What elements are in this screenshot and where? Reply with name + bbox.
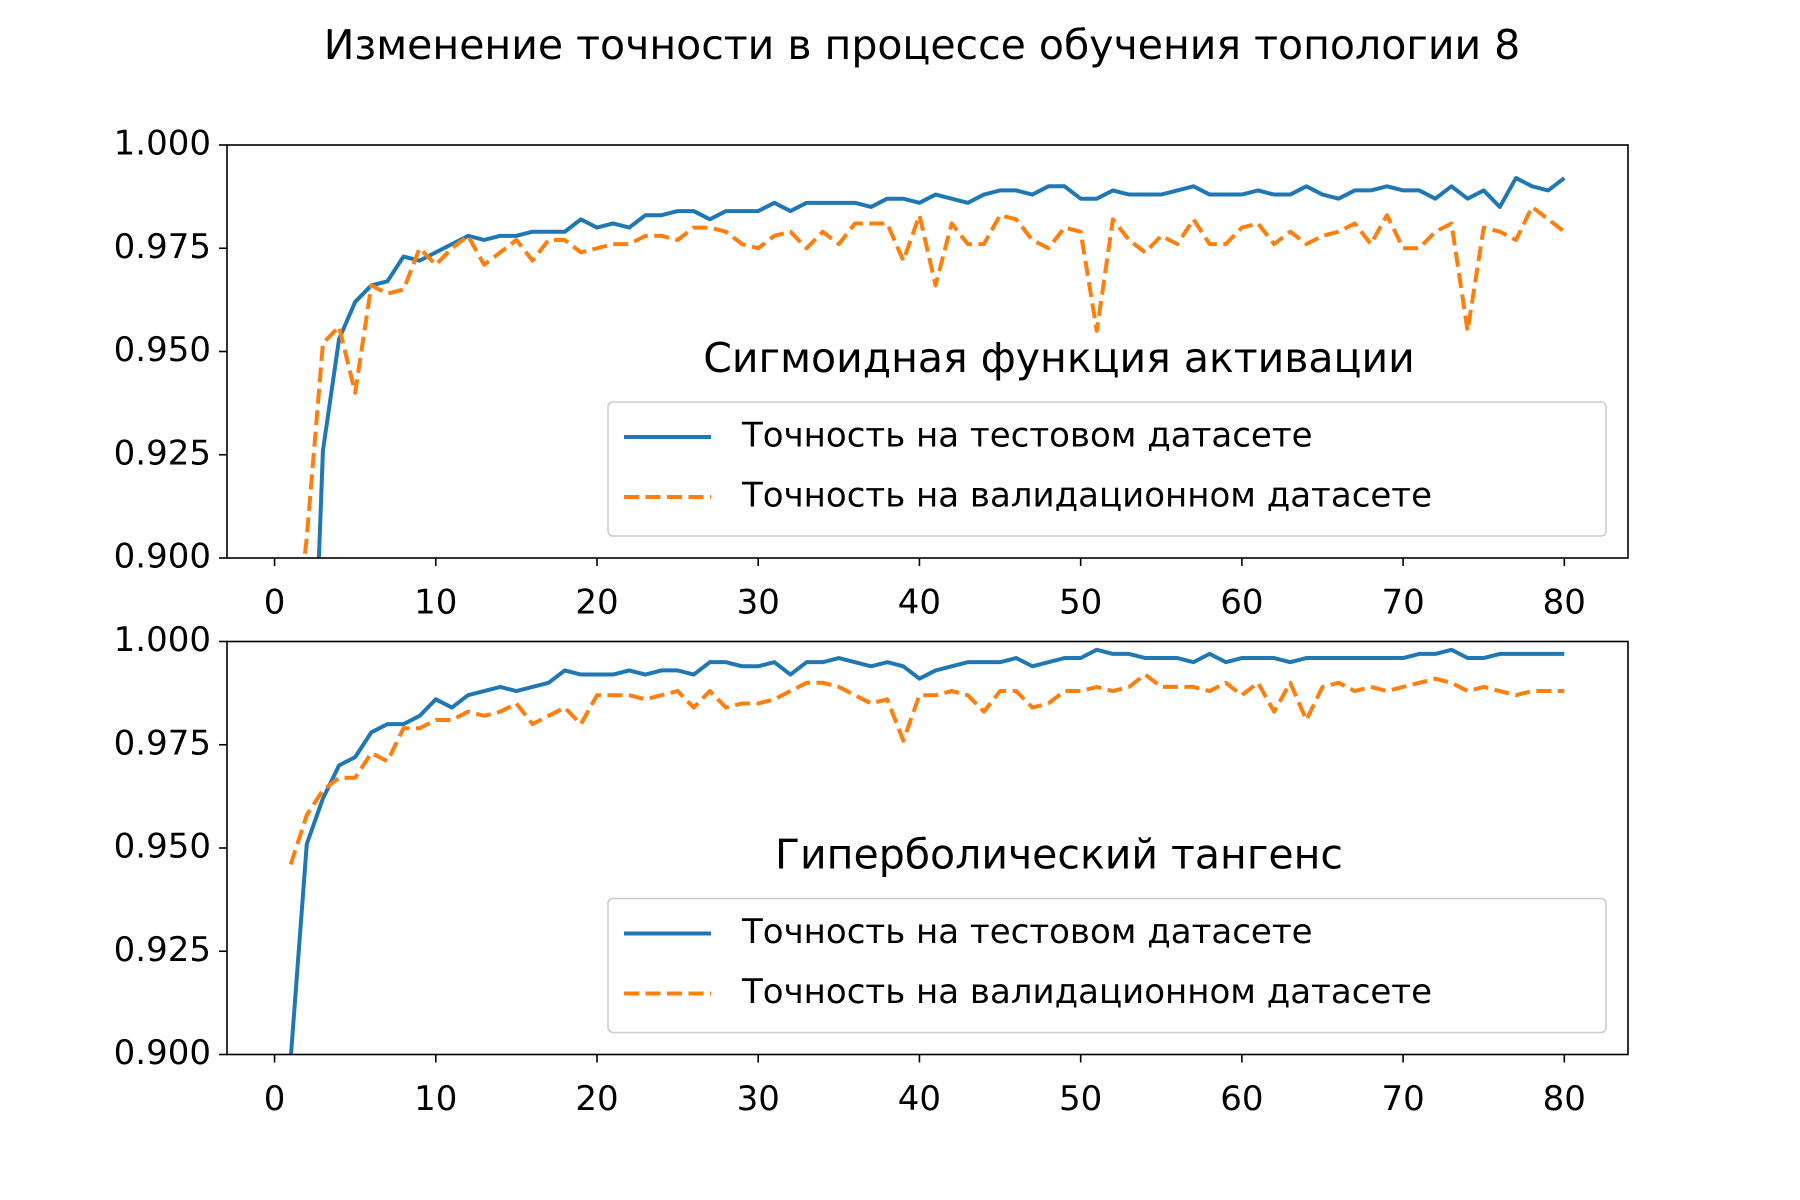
- x-tick-label: 70: [1381, 583, 1424, 623]
- x-tick-label: 60: [1220, 1079, 1263, 1119]
- x-tick-label: 0: [264, 583, 286, 623]
- y-tick-label: 0.950: [114, 827, 211, 867]
- y-tick-label: 1.000: [114, 124, 211, 164]
- x-tick-label: 10: [414, 1079, 457, 1119]
- x-tick-label: 20: [575, 1079, 618, 1119]
- legend-label: Точность на тестовом датасете: [741, 416, 1313, 456]
- x-tick-label: 30: [737, 1079, 780, 1119]
- x-tick-label: 10: [414, 583, 457, 623]
- series-line: [302, 204, 1566, 558]
- figure-title: Изменение точности в процессе обучения т…: [324, 21, 1520, 69]
- x-tick-label: 80: [1543, 1079, 1586, 1119]
- x-tick-label: 80: [1543, 583, 1586, 623]
- axes-frame: [226, 144, 1629, 559]
- x-tick-label: 50: [1059, 583, 1102, 623]
- x-tick-label: 60: [1220, 583, 1263, 623]
- y-tick-label: 0.900: [114, 1033, 211, 1073]
- legend-label: Точность на валидационном датасете: [741, 972, 1432, 1012]
- y-tick-label: 0.975: [114, 723, 211, 763]
- series-line: [316, 176, 1566, 558]
- axes-frame: [226, 640, 1629, 1056]
- legend-frame: [607, 897, 1607, 1034]
- x-tick-label: 20: [575, 583, 618, 623]
- legend-frame: [607, 401, 1607, 537]
- legend-label: Точность на валидационном датасете: [741, 476, 1432, 516]
- y-tick-label: 0.950: [114, 330, 211, 370]
- y-tick-label: 0.900: [114, 537, 211, 577]
- x-tick-label: 70: [1381, 1079, 1424, 1119]
- legend-title: Гиперболический тангенс: [775, 831, 1343, 879]
- y-tick-label: 1.000: [114, 620, 211, 660]
- y-tick-label: 0.925: [114, 433, 211, 473]
- x-tick-label: 50: [1059, 1079, 1102, 1119]
- legend-title: Сигмоидная функция активации: [703, 334, 1415, 382]
- x-tick-label: 40: [898, 1079, 941, 1119]
- legend-label: Точность на тестовом датасете: [741, 912, 1313, 952]
- axes: 0.900 0.925 0.950 0.975 1.000 0 10 20 30 40 50 60 70…: [114, 124, 1629, 623]
- legend: Гиперболический тангенс Точность на тесто…: [607, 831, 1607, 1034]
- series-line: [288, 672, 1565, 866]
- legend: Сигмоидная функция активации Точность на …: [607, 334, 1607, 537]
- x-tick-label: 30: [737, 583, 780, 623]
- axes: 0.900 0.925 0.950 0.975 1.000 0 10 20 30 40 50 60 70…: [114, 620, 1629, 1119]
- series-line: [288, 647, 1565, 1055]
- x-tick-label: 0: [264, 1079, 286, 1119]
- x-tick-label: 40: [898, 583, 941, 623]
- y-tick-label: 0.925: [114, 930, 211, 970]
- y-tick-label: 0.975: [114, 227, 211, 267]
